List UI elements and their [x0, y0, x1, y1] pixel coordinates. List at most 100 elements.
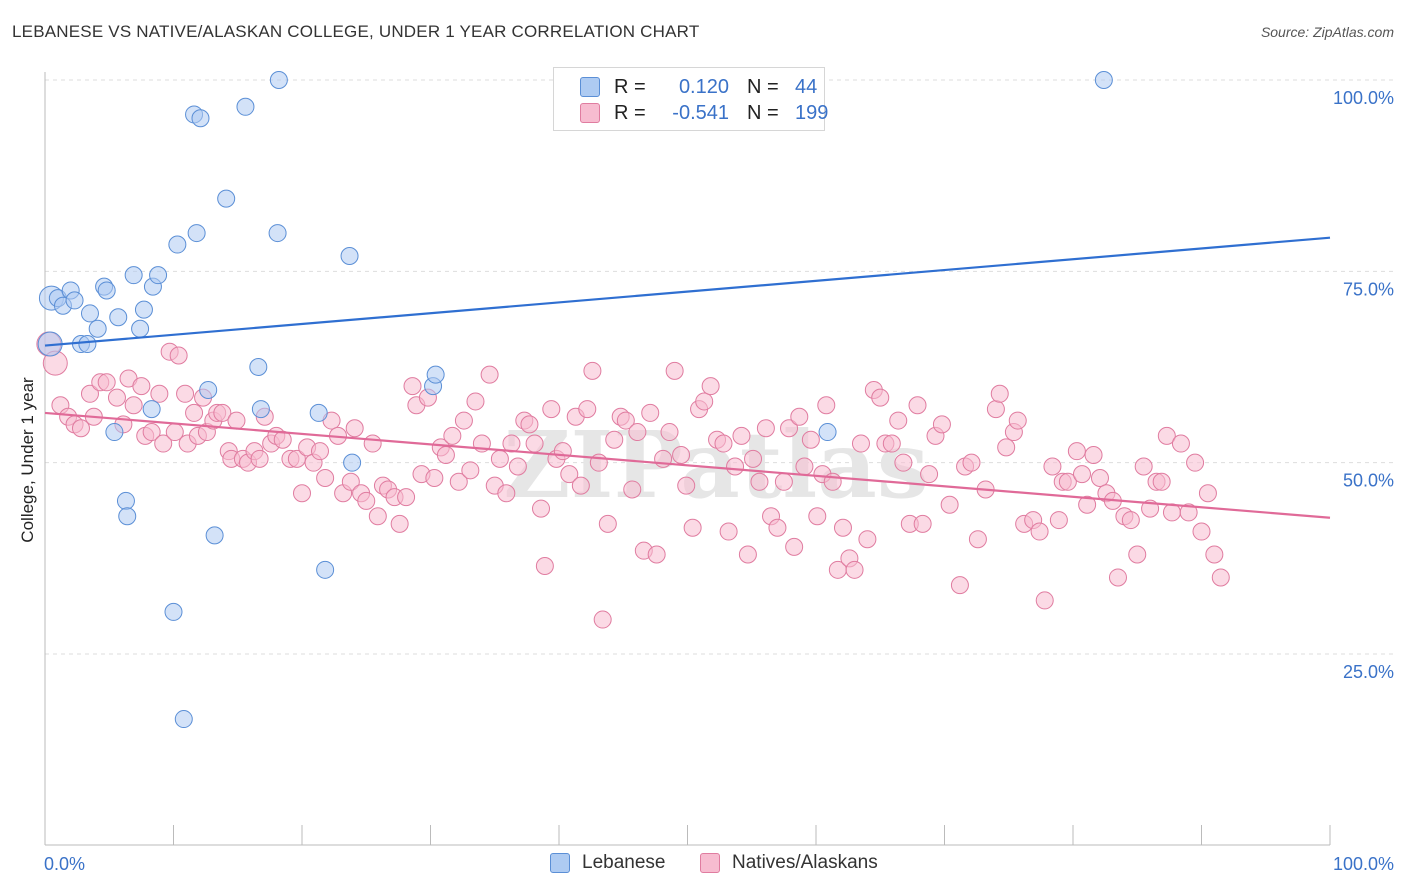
native-point: [403, 377, 422, 396]
native-point: [695, 392, 714, 411]
lebanese-point: [309, 403, 328, 422]
native-point: [785, 537, 804, 556]
native-point: [293, 484, 311, 503]
native-point: [871, 388, 890, 407]
lebanese-point: [217, 189, 236, 208]
legend-n-label: N =: [747, 101, 779, 124]
axes: [44, 72, 1331, 846]
native-point: [1134, 457, 1153, 476]
native-point: [578, 400, 597, 419]
bottom-legend-label-natives: Natives/Alaskans: [732, 852, 878, 873]
lebanese-point: [818, 423, 837, 442]
legend-n-label: N =: [747, 75, 779, 98]
native-point: [1162, 503, 1181, 522]
y-axis-label: College, Under 1 year: [18, 377, 37, 543]
lebanese-point: [168, 235, 187, 254]
native-point: [1198, 484, 1217, 503]
y-tick-label: 75.0%: [1343, 279, 1394, 299]
native-point: [605, 430, 624, 449]
native-point: [1078, 495, 1097, 514]
native-point: [132, 377, 151, 396]
native-point: [142, 423, 161, 442]
tick-labels: 100.0% 75.0% 50.0% 25.0% 0.0% 100.0%: [44, 88, 1394, 874]
native-point: [714, 434, 733, 453]
native-point: [647, 545, 666, 564]
native-point: [443, 426, 462, 445]
native-point: [665, 361, 684, 380]
native-point: [273, 430, 292, 449]
lebanese-point: [134, 300, 153, 319]
lebanese-point: [124, 266, 143, 285]
legend-row-lebanese: R = 0.120 N = 44: [580, 75, 817, 99]
native-point: [990, 384, 1009, 403]
native-point: [940, 495, 959, 514]
native-point: [535, 556, 554, 575]
native-point: [542, 400, 561, 419]
native-point: [1192, 522, 1211, 541]
native-point: [858, 530, 877, 549]
legend-n-value: 44: [795, 75, 818, 98]
native-point: [1186, 453, 1205, 472]
native-point: [390, 514, 409, 533]
lebanese-point: [205, 526, 224, 545]
native-point: [480, 365, 499, 384]
native-point: [1072, 465, 1091, 484]
lebanese-point: [131, 319, 150, 338]
trend-line-lebanese: [44, 236, 1331, 347]
native-point: [774, 472, 793, 491]
lebanese-point: [316, 560, 335, 579]
native-point: [1049, 511, 1068, 530]
native-point: [490, 449, 509, 468]
native-point: [425, 468, 444, 487]
lebanese-point: [164, 602, 183, 621]
native-point: [845, 560, 864, 579]
native-point: [744, 449, 763, 468]
native-point: [397, 488, 416, 507]
native-point: [598, 514, 617, 533]
native-point: [962, 453, 981, 472]
native-point: [583, 361, 602, 380]
bottom-legend-lebanese: Lebanese: [550, 852, 665, 874]
bottom-legend-swatch-natives: [700, 853, 720, 873]
lebanese-point: [340, 247, 359, 266]
native-point: [817, 396, 836, 415]
native-point: [71, 419, 90, 438]
native-point: [176, 384, 195, 403]
lebanese-point: [251, 400, 270, 419]
lebanese-point: [65, 291, 84, 310]
native-point: [520, 415, 539, 434]
native-point: [124, 396, 143, 415]
native-point: [1108, 568, 1127, 587]
native-point: [997, 438, 1016, 457]
trend-lines: [44, 236, 1331, 519]
lebanese-point: [174, 710, 193, 729]
native-point: [287, 449, 306, 468]
native-point: [801, 430, 820, 449]
lebanese-point: [105, 423, 124, 442]
native-point: [508, 457, 527, 476]
native-point: [250, 449, 269, 468]
lebanese-point: [78, 335, 97, 354]
native-point: [986, 400, 1005, 419]
native-point: [719, 522, 738, 541]
native-point: [593, 610, 612, 629]
native-point: [1128, 545, 1147, 564]
legend-r-value: 0.120: [678, 75, 729, 98]
lebanese-point: [149, 266, 168, 285]
legend-row-natives: R = -0.541 N = 199: [580, 101, 828, 125]
native-point: [851, 434, 870, 453]
legend: R = 0.120 N = 44 R = -0.541 N = 199: [553, 67, 828, 131]
native-point: [808, 507, 827, 526]
y-tick-label: 100.0%: [1333, 88, 1394, 108]
native-point: [368, 507, 387, 526]
y-tick-label: 50.0%: [1343, 471, 1394, 491]
native-point: [1058, 472, 1077, 491]
lebanese-point: [199, 380, 218, 399]
lebanese-point: [97, 281, 116, 300]
native-point: [1030, 522, 1049, 541]
native-point: [641, 403, 660, 422]
native-point: [790, 407, 809, 426]
native-point: [908, 396, 927, 415]
native-point: [882, 434, 901, 453]
native-point: [616, 411, 635, 430]
